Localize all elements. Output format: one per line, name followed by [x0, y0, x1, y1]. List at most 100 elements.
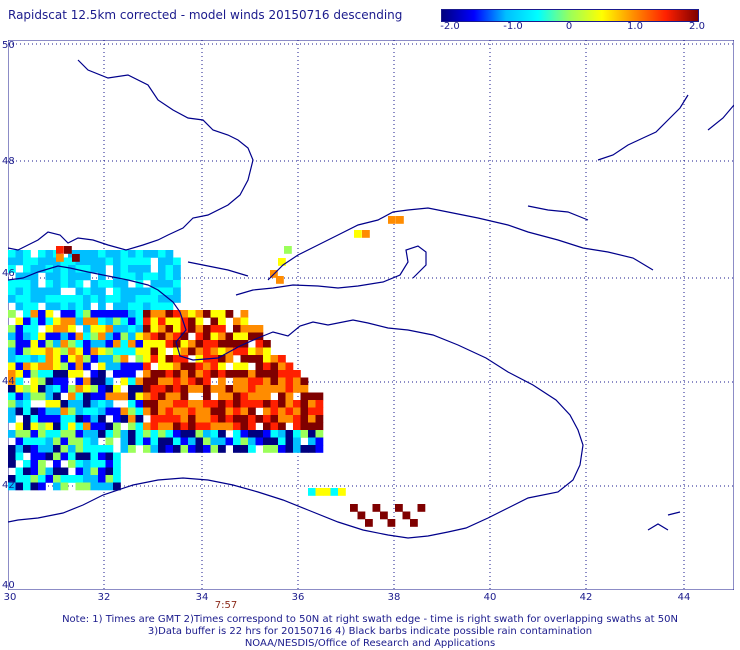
wind-cell — [90, 445, 99, 453]
wind-cell — [188, 377, 196, 386]
wind-cell — [315, 430, 324, 438]
wind-cell — [315, 445, 324, 453]
wind-cell — [23, 317, 31, 326]
wind-cell — [128, 302, 136, 311]
wind-cell — [113, 347, 121, 356]
wind-cell — [150, 437, 159, 446]
wind-cell — [75, 445, 84, 453]
wind-cell — [38, 445, 46, 453]
wind-cell — [53, 407, 61, 416]
wind-cell — [150, 385, 159, 393]
wind-cell — [165, 250, 174, 258]
wind-cell — [293, 385, 301, 393]
wind-cell — [315, 488, 324, 496]
wind-cell — [90, 355, 99, 363]
wind-cell — [308, 407, 316, 416]
wind-cell — [15, 250, 24, 258]
wind-cell — [150, 392, 159, 401]
wind-cell — [173, 385, 181, 393]
wind-cell — [188, 362, 196, 371]
wind-cell — [240, 377, 249, 386]
wind-cell — [263, 377, 271, 386]
wind-cell — [15, 362, 24, 371]
wind-cell — [15, 400, 24, 408]
wind-cell — [23, 445, 31, 453]
wind-cell — [8, 287, 16, 296]
wind-cell — [113, 295, 121, 303]
wind-cell — [105, 340, 114, 348]
wind-cell — [285, 392, 294, 401]
wind-cell — [365, 519, 373, 527]
wind-cell — [45, 422, 54, 431]
latitude-label: 48 — [2, 156, 15, 167]
wind-cell — [15, 482, 24, 491]
wind-cell — [8, 482, 16, 491]
wind-cell — [173, 407, 181, 416]
wind-cell — [278, 445, 286, 453]
wind-cell — [233, 392, 241, 401]
wind-cell — [362, 230, 370, 238]
wind-cell — [135, 287, 144, 296]
wind-cell — [120, 257, 129, 266]
wind-cell — [143, 377, 151, 386]
wind-cell — [180, 407, 189, 416]
wind-cell — [23, 325, 31, 333]
wind-cell — [255, 415, 264, 423]
wind-cell — [15, 385, 24, 393]
wind-cell — [150, 370, 159, 378]
wind-cell — [53, 460, 61, 468]
wind-cell — [143, 310, 151, 318]
wind-cell — [15, 445, 24, 453]
wind-cell — [30, 452, 39, 461]
wind-cell — [68, 445, 76, 453]
wind-cell — [105, 422, 114, 431]
wind-cell — [56, 254, 64, 262]
wind-cell — [120, 377, 129, 386]
wind-cell — [158, 317, 166, 326]
wind-cell — [113, 287, 121, 296]
wind-cell — [8, 400, 16, 408]
wind-cell — [158, 280, 166, 288]
wind-cell — [68, 452, 76, 461]
wind-cell — [60, 302, 69, 311]
wind-cell — [315, 422, 324, 431]
wind-cell — [225, 385, 234, 393]
wind-cell — [83, 482, 91, 491]
wind-cell — [30, 445, 39, 453]
wind-cell — [150, 400, 159, 408]
wind-cell — [90, 385, 99, 393]
wind-cell — [165, 280, 174, 288]
wind-cell — [113, 325, 121, 333]
wind-cell — [165, 257, 174, 266]
wind-cell — [278, 355, 286, 363]
wind-cell — [203, 422, 211, 431]
wind-cell — [240, 317, 249, 326]
wind-cell — [113, 475, 121, 483]
wind-cell — [30, 422, 39, 431]
wind-cell — [293, 445, 301, 453]
wind-cell — [203, 377, 211, 386]
wind-cell — [218, 445, 226, 453]
wind-cell — [113, 340, 121, 348]
wind-cell — [98, 362, 106, 371]
wind-cell — [56, 246, 64, 254]
wind-cell — [60, 377, 69, 386]
wind-cell — [68, 475, 76, 483]
wind-cell — [30, 302, 39, 311]
wind-cell — [165, 385, 174, 393]
wind-cell — [233, 430, 241, 438]
wind-cell — [158, 430, 166, 438]
wind-cell — [30, 295, 39, 303]
wind-cell — [30, 460, 39, 468]
wind-cell — [150, 347, 159, 356]
wind-cell — [68, 347, 76, 356]
wind-cell — [210, 347, 219, 356]
wind-cell — [270, 355, 279, 363]
wind-cell — [263, 400, 271, 408]
wind-cell — [135, 332, 144, 341]
wind-cell — [240, 400, 249, 408]
longitude-label: 36 — [291, 592, 305, 603]
wind-cell — [255, 325, 264, 333]
wind-cell — [143, 317, 151, 326]
wind-cell — [195, 385, 204, 393]
